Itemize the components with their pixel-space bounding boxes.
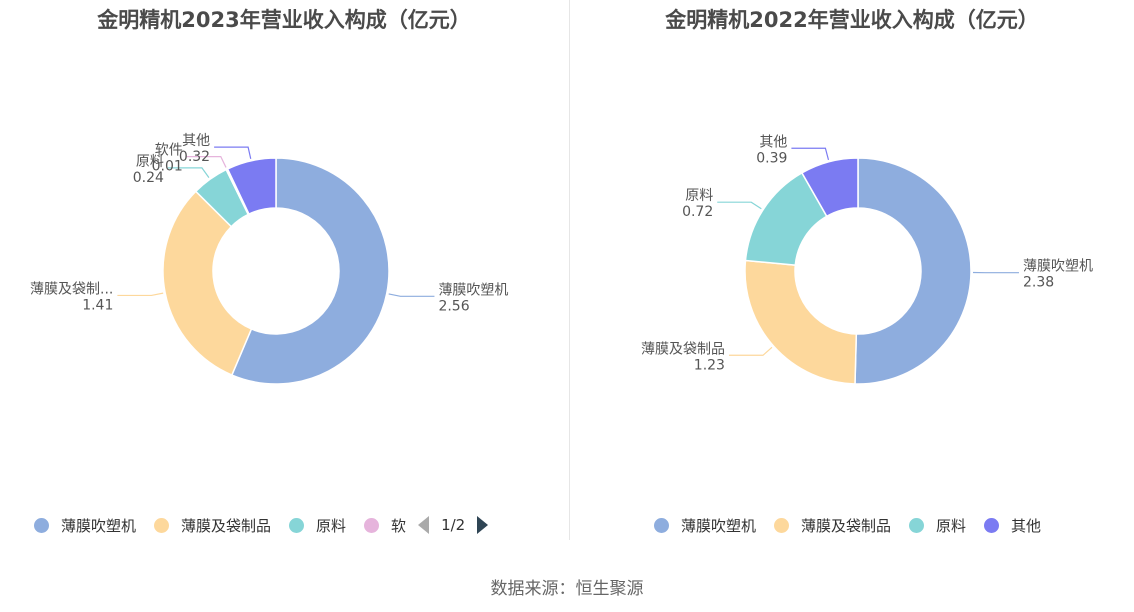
legend-pager: 1/2 — [418, 516, 489, 534]
legend-item-bags[interactable]: 薄膜及袋制品 — [154, 515, 271, 536]
legend-item-raw[interactable]: 原料 — [909, 515, 966, 536]
legend-item-software[interactable]: 软 — [364, 515, 406, 536]
donut-slice-1[interactable] — [854, 157, 972, 385]
data-source: 数据来源：恒生聚源 — [490, 579, 644, 599]
next-page-icon[interactable] — [477, 516, 489, 534]
chart-title: 金明精机2023年营业收入构成（亿元） — [97, 8, 471, 32]
legend-swatch — [654, 517, 669, 533]
chart-legend: 薄膜吹塑机 薄膜及袋制品 原料 软 1/2 — [0, 512, 602, 538]
donut-slice-2[interactable] — [744, 259, 858, 385]
chart-legend: 薄膜吹塑机 薄膜及袋制品 原料 其他 — [570, 512, 1134, 538]
slice-label: 薄膜吹塑机 — [1023, 259, 1093, 275]
slice-value-label: 0.32 — [179, 149, 210, 165]
legend-item-bags[interactable]: 薄膜及袋制品 — [774, 515, 891, 536]
label-leader-line — [214, 146, 252, 159]
slice-label: 薄膜及袋制品 — [641, 341, 725, 357]
prev-page-icon[interactable] — [418, 516, 430, 534]
legend-swatch — [774, 517, 790, 533]
donut-slice-5[interactable] — [226, 157, 277, 216]
chart-panel-2023: 金明精机2023年营业收入构成（亿元） 薄膜吹塑机 2.56 薄膜及袋制... 1.4… — [0, 0, 568, 545]
label-leader-line — [388, 293, 435, 297]
slice-label: 其他 — [759, 134, 787, 150]
slice-label: 原料 — [136, 154, 164, 170]
legend-swatch — [364, 517, 380, 533]
panel-divider — [569, 0, 570, 540]
legend-label: 薄膜及袋制品 — [801, 516, 892, 535]
slice-value-label: 2.56 — [438, 298, 469, 314]
legend-label: 其他 — [1011, 516, 1042, 535]
legend-swatch — [289, 517, 305, 533]
slice-label: 薄膜吹塑机 — [438, 282, 508, 298]
donut-slice-1[interactable] — [230, 157, 390, 385]
slice-label: 其他 — [182, 133, 210, 149]
label-leader-line — [728, 346, 773, 356]
slice-value-label: 0.24 — [133, 170, 164, 186]
label-leader-line — [791, 147, 830, 161]
legend-swatch — [154, 517, 170, 533]
chart-title: 金明精机2022年营业收入构成（亿元） — [665, 8, 1039, 32]
legend-swatch — [984, 517, 1000, 533]
slice-value-label: 1.23 — [694, 357, 725, 373]
slice-value-label: 0.39 — [756, 150, 787, 166]
slice-label: 原料 — [685, 188, 713, 204]
label-leader-line — [117, 292, 164, 297]
legend-label: 原料 — [936, 516, 967, 535]
slice-label: 软件 — [155, 143, 183, 159]
legend-item-blown-film[interactable]: 薄膜吹塑机 — [654, 515, 756, 536]
chart-panel-2022: 金明精机2022年营业收入构成（亿元） 薄膜吹塑机 2.38 薄膜及袋制品 1.23 原… — [570, 0, 1134, 545]
legend-swatch — [909, 517, 925, 533]
label-leader-line — [167, 167, 210, 178]
donut-slice-2[interactable] — [162, 190, 253, 377]
legend-swatch — [34, 517, 49, 533]
label-leader-line — [186, 156, 227, 168]
legend-label: 软 — [391, 516, 407, 535]
legend-label: 薄膜吹塑机 — [681, 516, 757, 535]
legend-label: 原料 — [316, 516, 347, 535]
legend-item-other[interactable]: 其他 — [984, 515, 1041, 536]
slice-value-label: 0.01 — [152, 159, 183, 175]
slice-value-label: 1.41 — [82, 297, 113, 313]
donut-slice-4[interactable] — [800, 157, 859, 218]
legend-item-raw[interactable]: 原料 — [289, 515, 346, 536]
legend-page-indicator: 1/2 — [441, 516, 466, 534]
slice-label: 薄膜及袋制... — [30, 281, 113, 297]
label-leader-line — [717, 201, 762, 210]
legend-item-blown-film[interactable]: 薄膜吹塑机 — [34, 515, 136, 536]
slice-value-label: 0.72 — [682, 204, 713, 220]
legend-label: 薄膜吹塑机 — [61, 516, 137, 535]
legend-label: 薄膜及袋制品 — [181, 516, 272, 535]
slice-value-label: 2.38 — [1023, 275, 1054, 291]
